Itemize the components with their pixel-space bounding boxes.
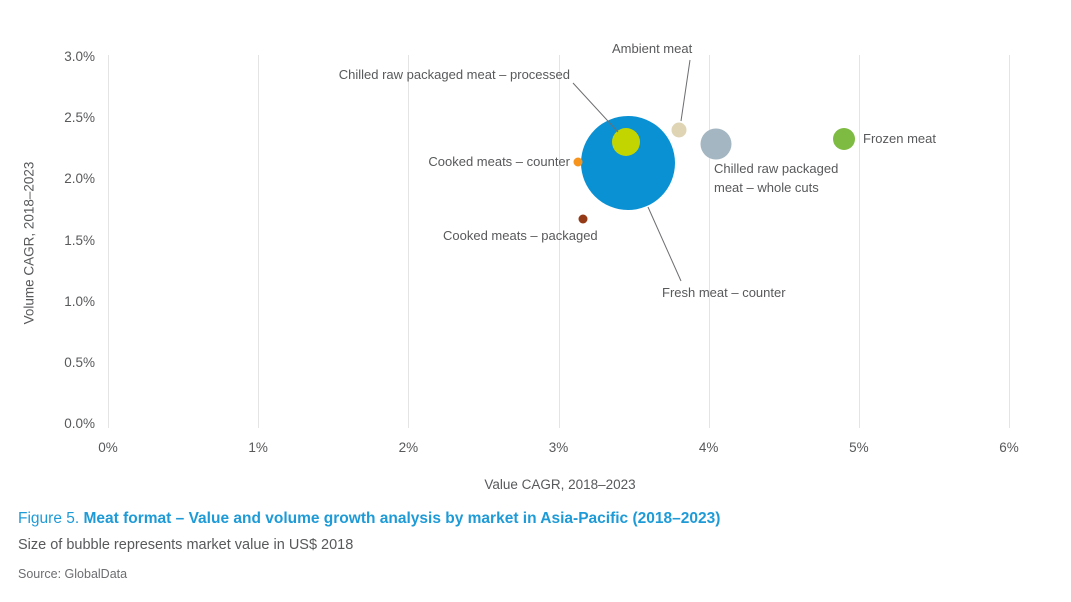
x-tick-label-2%: 2% bbox=[398, 440, 419, 455]
figure-title-text: Meat format – Value and volume growth an… bbox=[83, 510, 721, 527]
x-tick-label-4%: 4% bbox=[698, 440, 719, 455]
point-label-chilled-raw-packaged-meat-processed: Chilled raw packaged meat – processed bbox=[338, 67, 570, 82]
point-label-line: Chilled raw packaged bbox=[714, 161, 839, 176]
x-tick-label-1%: 1% bbox=[248, 440, 268, 455]
point-label-chilled-raw-packaged-meat-whole-cuts: Chilled raw packaged meat – whole cuts bbox=[714, 159, 838, 197]
gridline-1% bbox=[258, 55, 260, 428]
bubble-ambient-meat bbox=[671, 122, 687, 138]
figure-title: Figure 5. Meat format – Value and volume… bbox=[18, 510, 720, 528]
gridline-4% bbox=[708, 55, 710, 428]
point-label-cooked-meats-counter: Cooked meats – counter bbox=[428, 154, 570, 169]
y-tick-label-0.0%: 0.0% bbox=[64, 416, 95, 431]
x-tick-label-5%: 5% bbox=[849, 440, 869, 455]
point-label-frozen-meat: Frozen meat bbox=[863, 131, 936, 146]
y-tick-label-1.0%: 1.0% bbox=[64, 293, 95, 309]
y-tick-label-2.0%: 2.0% bbox=[64, 171, 95, 187]
bubble-cooked-meats-packaged bbox=[578, 214, 588, 224]
point-label-cooked-meats-packaged: Cooked meats – packaged bbox=[443, 228, 598, 243]
x-tick-label-6%: 6% bbox=[999, 440, 1019, 455]
source-text: Source: GlobalData bbox=[18, 567, 128, 581]
gridline-5% bbox=[858, 55, 860, 428]
leader-line-fresh-meat-counter bbox=[647, 206, 682, 282]
point-label-fresh-meat-counter: Fresh meat – counter bbox=[662, 285, 786, 300]
bubble-chilled-raw-packaged-meat-whole-cuts bbox=[700, 128, 732, 160]
leader-line-ambient-meat bbox=[680, 59, 691, 122]
figure-caption: Figure 5. Meat format – Value and volume… bbox=[18, 510, 720, 581]
gridline-3% bbox=[558, 55, 560, 428]
bubble-chilled-raw-packaged-meat-processed bbox=[612, 128, 641, 157]
gridline-2% bbox=[408, 55, 410, 428]
gridline-0% bbox=[108, 55, 109, 428]
gridline-6% bbox=[1009, 55, 1010, 428]
bubble-cooked-meats-counter bbox=[573, 157, 583, 167]
bubble-frozen-meat bbox=[832, 127, 855, 150]
point-label-ambient-meat: Ambient meat bbox=[612, 41, 693, 56]
y-axis-title: Volume CAGR, 2018–2023 bbox=[21, 161, 37, 325]
x-tick-label-3%: 3% bbox=[548, 440, 569, 455]
y-tick-label-1.5%: 1.5% bbox=[64, 232, 95, 248]
plot-area bbox=[108, 55, 1010, 428]
point-label-line: meat – whole cuts bbox=[714, 180, 819, 195]
y-tick-label-3.0%: 3.0% bbox=[64, 49, 95, 64]
y-tick-label-2.5%: 2.5% bbox=[64, 110, 95, 126]
y-tick-label-0.5%: 0.5% bbox=[64, 354, 95, 370]
bubble-size-note: Size of bubble represents market value i… bbox=[18, 537, 354, 553]
figure-number: Figure 5. bbox=[18, 510, 80, 527]
x-tick-label-0%: 0% bbox=[98, 440, 118, 455]
x-axis-title: Value CAGR, 2018–2023 bbox=[484, 477, 636, 492]
